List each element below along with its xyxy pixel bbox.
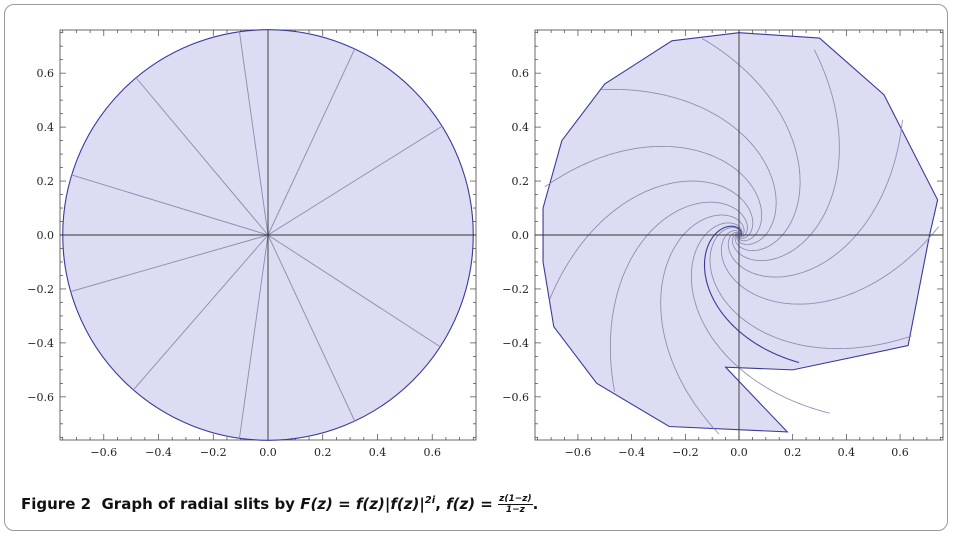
plot-left-disk: −0.6 −0.4 −0.2 0.0 0.2 0.4 0.6 −0.6 −0.4 −0.2 0.0 0… bbox=[27, 29, 477, 459]
caption-prefix: Graph of radial slits by bbox=[101, 495, 295, 513]
left-xtick-label: 0.2 bbox=[314, 446, 332, 459]
radial-slit bbox=[135, 77, 269, 236]
left-ytick-label: −0.4 bbox=[27, 337, 54, 350]
caption-fraction: z(1−z) 1−z bbox=[498, 494, 533, 515]
left-xtick-label: −0.6 bbox=[90, 446, 117, 459]
figure-caption: Figure 2 Graph of radial slits by F(z) =… bbox=[21, 494, 539, 515]
caption-frac-den: 1−z bbox=[505, 505, 525, 515]
caption-label: Figure 2 bbox=[21, 495, 92, 513]
radial-slit bbox=[70, 234, 269, 293]
spiral-slit bbox=[690, 222, 830, 414]
spiral-slit bbox=[609, 201, 748, 392]
caption-end: . bbox=[532, 495, 539, 513]
radial-slit bbox=[267, 48, 356, 236]
left-ytick-label: −0.2 bbox=[27, 283, 54, 296]
left-xtick-label: 0.4 bbox=[369, 446, 387, 459]
spiral-slit bbox=[732, 49, 840, 262]
radial-slit bbox=[267, 234, 356, 422]
spiral-slit bbox=[549, 180, 754, 300]
right-ytick-label: −0.6 bbox=[502, 391, 529, 404]
left-xtick-label: 0.0 bbox=[259, 446, 277, 459]
right-ytick-label: 0.0 bbox=[512, 229, 530, 242]
radial-slit bbox=[267, 234, 441, 348]
right-xtick-label: −0.4 bbox=[618, 446, 645, 459]
left-xtick-label: −0.2 bbox=[200, 446, 227, 459]
spiral-slit bbox=[727, 119, 903, 278]
right-xtick-label: 0.0 bbox=[730, 446, 748, 459]
right-ytick-label: 0.6 bbox=[512, 67, 530, 80]
radial-slit bbox=[238, 234, 269, 439]
radial-slit bbox=[238, 31, 269, 236]
right-ytick-label: −0.2 bbox=[502, 283, 529, 296]
spiral-slit bbox=[660, 214, 745, 435]
radial-slit bbox=[132, 234, 269, 391]
right-xtick-label: 0.2 bbox=[784, 446, 802, 459]
right-xtick-label: −0.6 bbox=[565, 446, 592, 459]
left-ytick-label: 0.6 bbox=[37, 67, 55, 80]
plot-right-spiral: −0.6 −0.4 −0.2 0.0 0.2 0.4 0.6 −0.6 −0.4 −0.2 0.0 0… bbox=[502, 29, 944, 459]
caption-formula-f-lhs: f(z) = bbox=[446, 495, 493, 513]
spiral-slit bbox=[544, 145, 763, 242]
spiral-slit bbox=[720, 226, 940, 305]
left-ytick-label: 0.0 bbox=[37, 229, 55, 242]
right-ytick-label: 0.4 bbox=[512, 121, 530, 134]
spiral-slit bbox=[601, 88, 777, 245]
right-xtick-label: 0.6 bbox=[891, 446, 909, 459]
left-ytick-label: 0.4 bbox=[37, 121, 55, 134]
radial-slit bbox=[71, 174, 269, 236]
left-xtick-label: −0.4 bbox=[145, 446, 172, 459]
right-xtick-label: −0.2 bbox=[672, 446, 699, 459]
radial-slit bbox=[267, 125, 443, 236]
right-xtick-label: 0.4 bbox=[838, 446, 856, 459]
figure-frame bbox=[4, 4, 948, 531]
left-ytick-label: −0.6 bbox=[27, 391, 54, 404]
spiral-slit bbox=[701, 38, 801, 252]
right-ytick-label: −0.4 bbox=[502, 337, 529, 350]
caption-formula-F: F(z) = f(z)|f(z)| bbox=[300, 495, 425, 513]
caption-frac-num: z(1−z) bbox=[498, 494, 533, 505]
caption-formula-exp: 2i bbox=[424, 495, 436, 506]
right-ytick-label: 0.2 bbox=[512, 175, 530, 188]
left-xtick-label: 0.6 bbox=[423, 446, 441, 459]
spiral-slit bbox=[709, 227, 912, 350]
left-ytick-label: 0.2 bbox=[37, 175, 55, 188]
